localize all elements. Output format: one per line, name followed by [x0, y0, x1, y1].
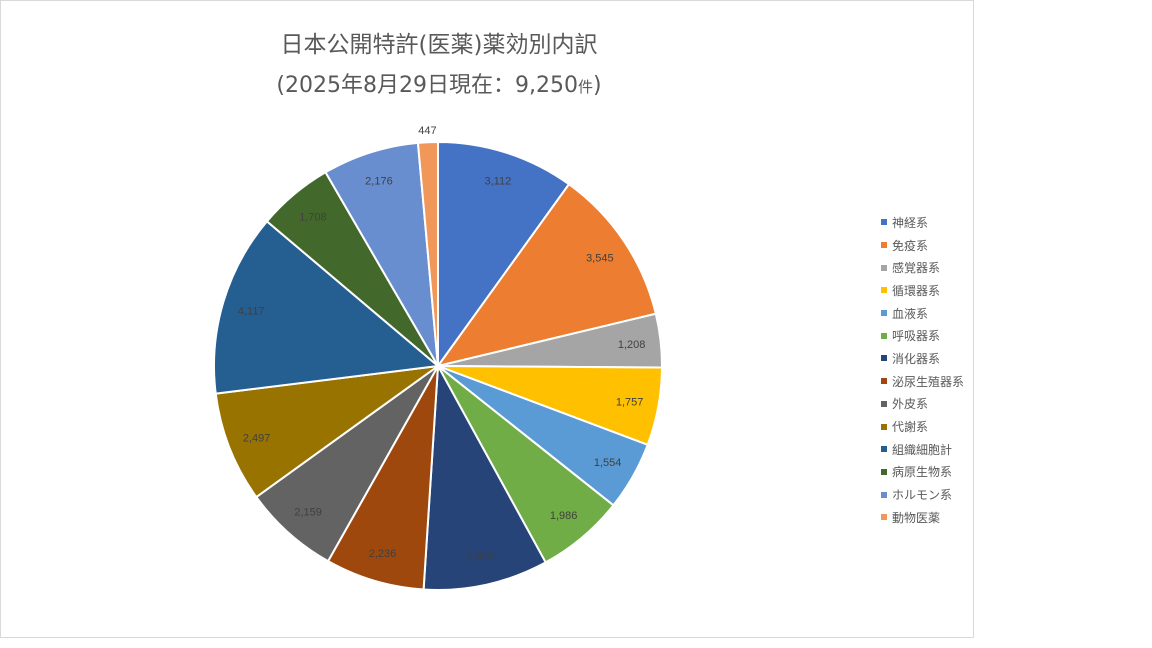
legend-label: ホルモン系: [892, 488, 953, 503]
legend-item: 血液系: [881, 302, 964, 325]
chart-title: 日本公開特許(医薬)薬効別内訳: [280, 32, 598, 58]
pie-slice-9: [214, 365, 439, 499]
pie-slice-7: [326, 365, 439, 591]
subtitle-unit: 件: [577, 78, 593, 96]
data-label: 447: [418, 125, 436, 137]
legend-item: 感覚器系: [881, 256, 964, 279]
data-label: 3,545: [586, 252, 614, 264]
subtitle-main: (2025年8月29日現在：9,250: [276, 73, 578, 98]
data-label: 1,757: [616, 396, 644, 408]
data-label: 2,236: [369, 548, 397, 560]
legend-item: 外皮系: [881, 393, 964, 416]
chart-subtitle: (2025年8月29日現在：9,250件): [1, 67, 877, 99]
chart-area: 日本公開特許(医薬)薬効別内訳 (2025年8月29日現在：9,250件) 3,…: [0, 0, 974, 638]
legend-item: 循環器系: [881, 279, 964, 302]
pie-slice-1: [435, 182, 658, 368]
legend-label: 呼吸器系: [892, 329, 941, 344]
legend-item: 組織細胞計: [881, 438, 964, 461]
legend-label: 代謝系: [892, 420, 929, 435]
pie-slice-13: [416, 140, 439, 367]
data-label: 2,159: [294, 506, 322, 518]
legend-label: 泌尿生殖器系: [892, 374, 965, 389]
legend-label: 動物医薬: [892, 510, 941, 525]
legend-swatch: [881, 491, 887, 498]
legend-swatch: [881, 264, 887, 271]
data-label: 1,554: [594, 457, 622, 469]
legend-item: 代謝系: [881, 415, 964, 438]
legend-item: 呼吸器系: [881, 324, 964, 347]
legend-label: 外皮系: [892, 397, 929, 412]
legend-swatch: [881, 219, 887, 226]
legend-label: 循環器系: [892, 283, 941, 298]
legend-label: 病原生物系: [892, 465, 953, 480]
legend-label: 免疫系: [892, 238, 929, 253]
legend-item: 病原生物系: [881, 461, 964, 484]
legend-swatch: [881, 423, 887, 430]
legend-label: 神経系: [892, 215, 929, 230]
legend: 神経系免疫系感覚器系循環器系血液系呼吸器系消化器系泌尿生殖器系 外皮系代謝系組織細…: [881, 211, 964, 529]
legend-item: 免疫系: [881, 234, 964, 257]
pie-slice-6: [422, 362, 548, 591]
legend-swatch: [881, 287, 887, 294]
legend-item: 消化器系: [881, 347, 964, 370]
legend-swatch: [881, 355, 887, 362]
legend-label: 感覚器系: [892, 261, 941, 276]
legend-swatch: [881, 446, 887, 453]
data-label: 1,208: [618, 339, 646, 351]
legend-item: 動物医薬: [881, 506, 964, 529]
data-label: 1,708: [299, 212, 327, 224]
data-label: 3,112: [484, 176, 511, 188]
data-label: 2,497: [243, 432, 271, 444]
pie-chart: 3,112 3,545 1,208 1,757 1,554 1,986 2,820 2,236…: [213, 125, 664, 591]
legend-label: 消化器系: [892, 351, 941, 366]
legend-label: 組織細胞計: [892, 442, 953, 457]
legend-item: 神経系: [881, 211, 964, 234]
legend-swatch: [881, 310, 887, 317]
subtitle-close: ): [592, 73, 602, 98]
legend-swatch: [881, 332, 887, 339]
legend-swatch: [881, 378, 887, 385]
pie-slice-10: [213, 219, 441, 395]
pie-slice-0: [437, 140, 571, 370]
data-label: 4,117: [238, 305, 265, 317]
legend-swatch: [881, 514, 887, 521]
data-label: 2,820: [466, 551, 494, 563]
legend-label: 血液系: [892, 306, 929, 321]
legend-item: ホルモン系: [881, 483, 964, 506]
legend-item: 泌尿生殖器系: [881, 370, 964, 393]
legend-swatch: [881, 242, 887, 249]
data-label: 2,176: [365, 175, 393, 187]
legend-swatch: [881, 400, 887, 407]
legend-swatch: [881, 468, 887, 475]
data-label: 1,986: [550, 510, 578, 522]
